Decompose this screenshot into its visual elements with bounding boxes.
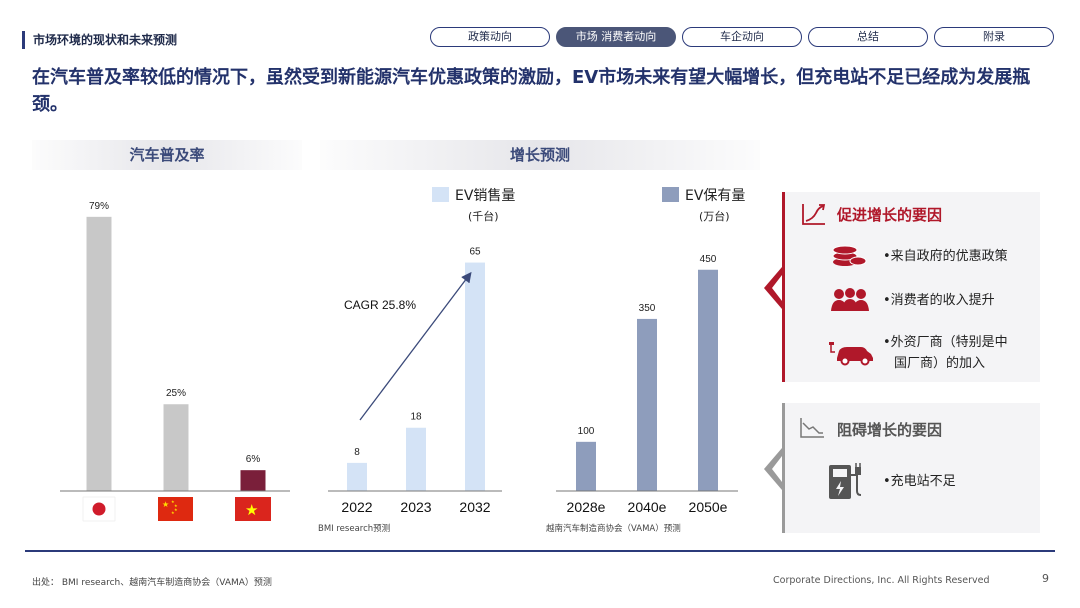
ev-sales-chart: 8 2022 18 2023 65 2032 <box>328 247 502 515</box>
value-label-2050e: 450 <box>700 254 717 265</box>
driver-foreign-makers-text-2: 国厂商）的加入 <box>894 356 986 371</box>
ev-sales-legend: EV销售量 <box>455 188 515 204</box>
section-title: 市场环境的现状和未来预测 <box>22 31 177 49</box>
tab-appendix[interactable]: 附录 <box>934 27 1054 47</box>
category-label-2040e: 2040e <box>628 499 667 515</box>
footer-source: 出处： BMI research、越南汽车制造商协会（VAMA）预测 <box>32 578 272 588</box>
vietnam-flag-icon: ★ <box>235 497 271 521</box>
bar-2032 <box>465 262 485 491</box>
svg-text:★: ★ <box>171 510 175 515</box>
growth-chart-icon <box>802 204 826 225</box>
china-flag-icon: ★ ★ ★ ★ ★ <box>158 497 193 521</box>
ev-sales-unit: (千台) <box>468 209 499 223</box>
driver-foreign-makers-text: •外资厂商（特别是中 <box>883 335 1008 350</box>
bar-2022 <box>347 462 367 491</box>
drivers-title: 促进增长的要因 <box>837 206 943 224</box>
growth-barriers-panel: 阻碍增长的要因 •充电站不足 <box>782 403 1040 533</box>
value-label-2023: 18 <box>410 412 422 423</box>
value-label-中国: 25% <box>166 388 186 399</box>
japan-flag-icon <box>82 496 116 522</box>
bar-2023 <box>406 427 426 491</box>
footer-divider <box>25 550 1055 552</box>
nav-tabs: 政策动向 市场 消费者动向 车企动向 总结 附录 <box>430 27 1055 47</box>
value-label-日本: 79% <box>89 201 109 212</box>
ownership-rate-chart: 79% 25% 6% <box>60 201 290 492</box>
page-number: 9 <box>1042 572 1049 585</box>
driver-income-text: •消费者的收入提升 <box>883 293 995 308</box>
value-label-2028e: 100 <box>578 426 595 437</box>
bar-日本 <box>86 216 112 491</box>
growth-drivers-panel: 促进增长的要因 •来自政府的优惠政策 •消费者的收入提升 •外资厂商（特别是中 … <box>782 192 1040 382</box>
people-icon <box>831 288 869 311</box>
ev-car-icon <box>829 342 873 366</box>
category-label-2023: 2023 <box>400 499 431 515</box>
ev-stock-legend: EV保有量 <box>685 188 745 204</box>
bar-2050e <box>698 269 718 491</box>
ev-stock-chart: 100 2028e 350 2040e 450 2050e <box>556 254 738 515</box>
category-label-2028e: 2028e <box>567 499 606 515</box>
value-label-2032: 65 <box>469 247 481 258</box>
pointer-chevron-grey <box>764 448 782 490</box>
tab-summary[interactable]: 总结 <box>808 27 928 47</box>
decline-chart-icon <box>800 418 824 438</box>
svg-text:★: ★ <box>245 501 258 519</box>
ev-sales-legend-swatch <box>432 187 449 202</box>
svg-text:★: ★ <box>174 507 178 512</box>
value-label-2022: 8 <box>354 447 360 458</box>
svg-text:★: ★ <box>174 503 178 508</box>
bar-越南 <box>240 470 266 491</box>
charts-canvas: 79% 25% 6% 8 2022 18 2023 65 2032 100 2028e 350 20… <box>60 187 745 534</box>
footer-copyright: Corporate Directions, Inc. All Rights Re… <box>773 575 990 586</box>
bmi-source: BMI research预测 <box>318 523 390 534</box>
barrier-charging-text: •充电站不足 <box>883 474 956 489</box>
category-label-2050e: 2050e <box>689 499 728 515</box>
category-label-2032: 2032 <box>459 499 490 515</box>
value-label-越南: 6% <box>246 454 261 465</box>
coins-icon <box>832 245 867 266</box>
headline: 在汽车普及率较低的情况下，虽然受到新能源汽车优惠政策的激励，EV市场未来有望大幅… <box>32 67 1031 115</box>
bar-中国 <box>163 404 189 491</box>
category-label-2022: 2022 <box>341 499 372 515</box>
tab-market-consumer[interactable]: 市场 消费者动向 <box>556 27 676 47</box>
growth-forecast-banner: 增长预测 <box>320 140 760 170</box>
barriers-title: 阻碍增长的要因 <box>837 421 943 439</box>
ownership-rate-banner: 汽车普及率 <box>32 140 302 170</box>
tab-automakers[interactable]: 车企动向 <box>682 27 802 47</box>
ev-stock-unit: (万台) <box>699 209 730 223</box>
bar-2040e <box>637 318 657 491</box>
cagr-arrow <box>359 271 472 421</box>
svg-text:★: ★ <box>171 499 175 504</box>
ev-stock-legend-swatch <box>662 187 679 202</box>
charging-station-icon <box>829 463 862 499</box>
bar-2028e <box>576 441 596 491</box>
cagr-label: CAGR 25.8% <box>344 298 416 312</box>
vama-source: 越南汽车制造商协会（VAMA）预测 <box>546 523 681 534</box>
driver-policy-text: •来自政府的优惠政策 <box>883 249 1008 264</box>
value-label-2040e: 350 <box>639 303 656 314</box>
pointer-chevron-red <box>764 267 782 309</box>
tab-policy[interactable]: 政策动向 <box>430 27 550 47</box>
svg-text:★: ★ <box>162 500 169 509</box>
